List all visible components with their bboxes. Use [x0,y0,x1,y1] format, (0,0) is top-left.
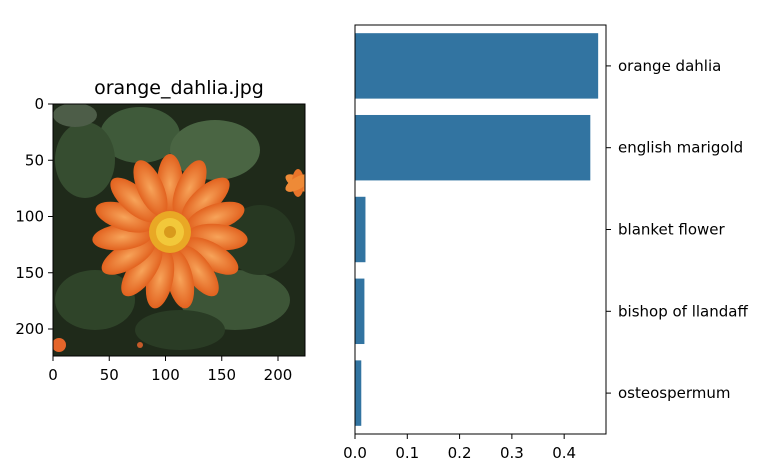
bar-category-labels: orange dahlia english marigold blanket flo… [606,57,748,402]
bar [355,33,599,99]
image-y-tick-label: 100 [15,208,44,226]
image-y-tick-label: 50 [25,151,44,169]
image-y-tick-label: 0 [34,95,44,113]
bar-x-tick-label: 0.0 [343,444,367,462]
bar-x-tick-label: 0.3 [500,444,524,462]
bar-x-tick-label: 0.1 [395,444,419,462]
flower-photo [53,104,305,356]
image-x-tick-label: 200 [264,366,293,384]
bar-x-tick-label: 0.2 [448,444,472,462]
category-label: bishop of llandaff [618,302,748,320]
image-x-tick-label: 0 [48,366,58,384]
image-x-tick-label: 50 [100,366,119,384]
bar [355,196,366,263]
bar-x-tick-label: 0.4 [552,444,576,462]
image-x-tick-label: 100 [151,366,180,384]
category-label: osteospermum [618,384,730,402]
bars [355,33,599,426]
bar-x-ticks: 0.0 0.1 0.2 0.3 0.4 [343,434,576,462]
category-label: blanket flower [618,221,726,239]
image-axes: orange_dahlia.jpg [15,77,306,384]
image-x-tick-label: 150 [207,366,236,384]
bar [355,114,591,181]
image-y-ticks: 0 50 100 150 200 [15,95,53,338]
bar [355,278,365,345]
bar [355,360,362,426]
image-frame [52,103,306,357]
image-x-ticks: 0 50 100 150 200 [48,356,292,384]
category-label: orange dahlia [618,57,721,75]
bar-axes: 0.0 0.1 0.2 0.3 0.4 orange dahlia english mar… [343,24,748,462]
image-title: orange_dahlia.jpg [94,77,264,99]
category-label: english marigold [618,139,743,157]
image-y-tick-label: 200 [15,320,44,338]
image-y-tick-label: 150 [15,264,44,282]
